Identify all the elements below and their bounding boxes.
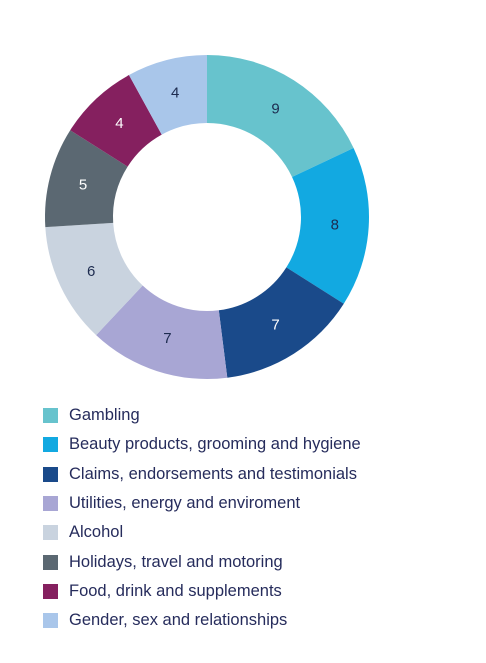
data-label-gambling: 9 xyxy=(271,100,279,117)
legend-swatch xyxy=(43,554,58,570)
donut-data-labels: 9 8 7 7 6 5 4 4 xyxy=(79,85,339,348)
legend-item-alcohol: Alcohol xyxy=(43,518,361,547)
slice-beauty-products-grooming-and-hygiene xyxy=(286,148,369,304)
slice-food-drink-and-supplements xyxy=(70,75,162,167)
legend-item-holidays-travel-and-motoring: Holidays, travel and motoring xyxy=(43,547,361,576)
data-label-alcohol: 6 xyxy=(87,263,95,280)
legend-item-utilities-energy-and-enviroment: Utilities, energy and enviroment xyxy=(43,489,361,518)
legend-label: Gender, sex and relationships xyxy=(69,611,288,630)
legend-item-food-drink-and-supplements: Food, drink and supplements xyxy=(43,577,361,606)
slice-utilities-energy-and-enviroment xyxy=(96,285,228,380)
donut-chart: 9 8 7 7 6 5 4 4 xyxy=(45,55,369,380)
legend-label: Alcohol xyxy=(69,523,124,542)
legend-swatch xyxy=(43,583,58,599)
data-label-holidays-travel-and-motoring: 5 xyxy=(79,177,87,194)
legend-label: Gambling xyxy=(69,406,140,425)
slice-holidays-travel-and-motoring xyxy=(45,130,128,228)
data-label-gender-sex-and-relationships: 4 xyxy=(171,85,179,102)
legend-item-gender-sex-and-relationships: Gender, sex and relationships xyxy=(43,606,361,635)
legend-swatch xyxy=(43,496,58,512)
legend-swatch xyxy=(43,525,58,541)
legend-item-beauty-products-grooming-and-hygiene: Beauty products, grooming and hygiene xyxy=(43,430,361,459)
data-label-utilities-energy-and-enviroment: 7 xyxy=(163,330,171,347)
legend-swatch xyxy=(43,408,58,424)
legend-label: Utilities, energy and enviroment xyxy=(69,494,301,513)
data-label-beauty-products-grooming-and-hygiene: 8 xyxy=(331,217,339,234)
slice-gender-sex-and-relationships xyxy=(128,55,207,135)
legend-label: Food, drink and supplements xyxy=(69,581,282,600)
data-label-claims-endorsements-and-testimonials: 7 xyxy=(271,317,279,334)
slice-gambling xyxy=(207,55,354,177)
legend-item-gambling: Gambling xyxy=(43,401,361,430)
legend-swatch xyxy=(43,437,58,453)
legend-label: Claims, endorsements and testimonials xyxy=(69,464,357,483)
legend-label: Beauty products, grooming and hygiene xyxy=(69,435,361,454)
legend-item-claims-endorsements-and-testimonials: Claims, endorsements and testimonials xyxy=(43,460,361,489)
donut-slices xyxy=(45,55,369,380)
slice-claims-endorsements-and-testimonials xyxy=(218,267,344,378)
legend-swatch xyxy=(43,613,58,629)
legend-swatch xyxy=(43,466,58,482)
slice-alcohol xyxy=(45,222,143,336)
chart-legend: Gambling Beauty products, grooming and hy… xyxy=(43,401,361,635)
data-label-food-drink-and-supplements: 4 xyxy=(115,115,123,132)
legend-label: Holidays, travel and motoring xyxy=(69,552,283,571)
